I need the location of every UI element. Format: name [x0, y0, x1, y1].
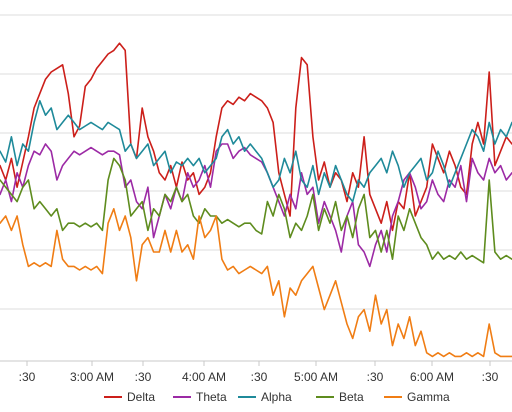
legend-label-alpha: Alpha	[261, 390, 292, 404]
x-tick-label: :30	[19, 370, 36, 384]
series-line-alpha	[0, 100, 512, 203]
legend-label-delta: Delta	[127, 390, 155, 404]
x-tick-label: :30	[135, 370, 152, 384]
legend-label-beta: Beta	[339, 390, 364, 404]
series-line-delta	[0, 42, 512, 232]
series-layer	[0, 42, 512, 358]
x-axis-ticks: :30 3:00 AM :30 4:00 AM :30 5:00 AM :30 6:00 AM…	[19, 370, 499, 384]
legend-label-gamma: Gamma	[407, 390, 450, 404]
x-tick-label: 4:00 AM	[182, 370, 226, 384]
series-line-theta	[0, 143, 512, 268]
series-line-gamma	[0, 208, 512, 358]
x-tick-label: 3:00 AM	[70, 370, 114, 384]
series-line-beta	[0, 157, 512, 264]
x-tick-label: 5:00 AM	[294, 370, 338, 384]
x-tick-label: :30	[367, 370, 384, 384]
grid-layer	[0, 14, 512, 366]
legend-label-theta: Theta	[196, 390, 227, 404]
x-tick-label: :30	[482, 370, 499, 384]
x-tick-label: 6:00 AM	[410, 370, 454, 384]
x-tick-label: :30	[251, 370, 268, 384]
legend: Delta Theta Alpha Beta Gamma	[104, 390, 450, 404]
